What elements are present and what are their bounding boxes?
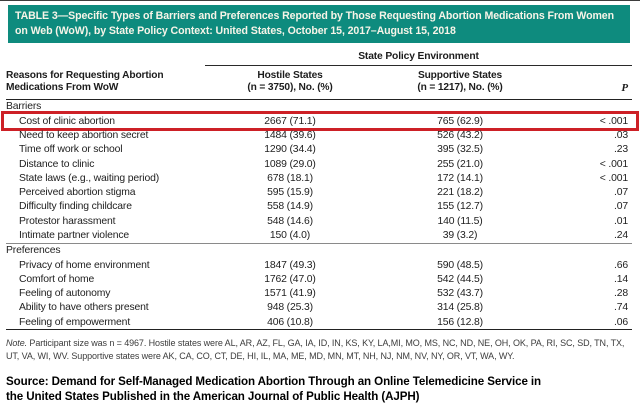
supportive-value: 221 (18.2) <box>437 187 483 199</box>
hostile-value: 678 (18.1) <box>267 172 313 184</box>
table-row: Ability to have others present 948 (25.3)… <box>6 301 632 315</box>
row-label: Perceived abortion stigma <box>19 187 136 199</box>
section-header-barriers: Barriers <box>6 100 632 114</box>
supportive-value: 156 (12.8) <box>437 316 483 328</box>
supportive-value: 39 (3.2) <box>442 230 478 241</box>
col-header-supportive-line1: Supportive States <box>417 70 503 82</box>
column-header-row: Reasons for Requesting Abortion Medicati… <box>6 66 632 100</box>
hostile-value: 2667 (71.1) <box>264 115 316 127</box>
hostile-value: 548 (14.6) <box>267 215 313 227</box>
table-row: Intimate partner violence 150 (4.0) 39 (3.… <box>6 228 632 242</box>
p-value: .14 <box>614 273 628 285</box>
row-label: State laws (e.g., waiting period) <box>19 172 160 184</box>
section-header-preferences: Preferences <box>6 242 632 258</box>
row-label: Cost of clinic abortion <box>19 115 115 127</box>
p-value: .01 <box>614 215 628 227</box>
table-row: Need to keep abortion secret 1484 (39.6) 5… <box>6 128 632 142</box>
row-label: Need to keep abortion secret <box>19 129 149 141</box>
table-row: State laws (e.g., waiting period) 678 (18… <box>6 171 632 185</box>
section-label: Preferences <box>6 245 61 257</box>
col-header-supportive-line2: (n = 1217), No. (%) <box>417 82 503 94</box>
p-value: .24 <box>614 230 628 241</box>
table-row: Perceived abortion stigma 595 (15.9) 221 (… <box>6 185 632 199</box>
supportive-value: 155 (12.7) <box>437 201 483 213</box>
row-label: Feeling of autonomy <box>19 288 111 300</box>
hostile-value: 948 (25.3) <box>267 302 313 314</box>
p-value: .23 <box>614 144 628 156</box>
p-value: .03 <box>614 129 628 141</box>
section-label: Barriers <box>6 101 42 113</box>
table-row: Distance to clinic 1089 (29.0) 255 (21.0) <… <box>6 157 632 171</box>
row-label: Protestor harassment <box>19 215 116 227</box>
hostile-value: 1089 (29.0) <box>264 158 316 170</box>
table-note: Note. Participant size was n = 4967. Hos… <box>6 337 632 362</box>
col-header-hostile: Hostile States (n = 3750), No. (%) <box>205 70 375 94</box>
table-title: TABLE 3—Specific Types of Barriers and P… <box>8 5 630 44</box>
table-row: Time off work or school 1290 (34.4) 395 (3… <box>6 143 632 157</box>
table-row: Feeling of autonomy 1571 (41.9) 532 (43.7)… <box>6 287 632 301</box>
p-value: < .001 <box>599 158 628 170</box>
table-row: Difficulty finding childcare 558 (14.9) 15… <box>6 200 632 214</box>
note-text: Participant size was n = 4967. Hostile s… <box>6 338 625 361</box>
row-label: Distance to clinic <box>19 158 95 170</box>
col-header-reasons-line1: Reasons for Requesting Abortion <box>6 70 164 82</box>
hostile-value: 406 (10.8) <box>267 316 313 328</box>
row-label: Intimate partner violence <box>19 230 130 241</box>
table-row: Cost of clinic abortion 2667 (71.1) 765 (6… <box>1 111 639 131</box>
p-value: .28 <box>614 288 628 300</box>
row-label: Comfort of home <box>19 273 95 285</box>
row-label: Privacy of home environment <box>19 259 150 271</box>
table-row: Protestor harassment 548 (14.6) 140 (11.5)… <box>6 214 632 228</box>
row-label: Difficulty finding childcare <box>19 201 132 213</box>
p-value: < .001 <box>599 115 628 127</box>
source-text: Source: Demand for Self-Managed Medicati… <box>6 375 542 404</box>
hostile-value: 558 (14.9) <box>267 201 313 213</box>
col-header-supportive: Supportive States (n = 1217), No. (%) <box>375 70 545 94</box>
row-label: Feeling of empowerment <box>19 316 131 328</box>
hostile-value: 1484 (39.6) <box>264 129 316 141</box>
p-value: .06 <box>614 316 628 328</box>
col-header-reasons: Reasons for Requesting Abortion Medicati… <box>6 70 205 94</box>
table-body: Barriers Cost of clinic abortion 2667 (71.… <box>1 100 639 331</box>
table: State Policy Environment Reasons for Req… <box>1 43 639 331</box>
hostile-value: 1571 (41.9) <box>264 288 316 300</box>
hostile-value: 1290 (34.4) <box>264 144 316 156</box>
hostile-value: 1762 (47.0) <box>264 273 316 285</box>
supportive-value: 140 (11.5) <box>437 215 483 227</box>
table-row: Comfort of home 1762 (47.0) 542 (44.5) .14 <box>6 272 632 286</box>
col-header-p: P <box>621 81 628 94</box>
supportive-value: 526 (43.2) <box>437 129 483 141</box>
supportive-value: 314 (25.8) <box>437 302 483 314</box>
supportive-value: 765 (62.9) <box>437 115 483 127</box>
p-value: .66 <box>614 259 628 271</box>
supportive-value: 542 (44.5) <box>437 273 483 285</box>
p-value: .74 <box>614 302 628 314</box>
p-value: .07 <box>614 187 628 199</box>
supportive-value: 172 (14.1) <box>437 172 483 184</box>
row-label: Time off work or school <box>19 144 123 156</box>
table-row: Privacy of home environment 1847 (49.3) 59… <box>6 258 632 272</box>
top-rule-divider <box>0 0 640 1</box>
note-prefix: Note. <box>6 338 28 349</box>
supportive-value: 255 (21.0) <box>437 158 483 170</box>
hostile-value: 595 (15.9) <box>267 187 313 199</box>
spanner-header: State Policy Environment <box>205 43 632 67</box>
row-label: Ability to have others present <box>19 302 149 314</box>
supportive-value: 532 (43.7) <box>437 288 483 300</box>
supportive-value: 590 (48.5) <box>437 259 483 271</box>
hostile-value: 1847 (49.3) <box>264 259 316 271</box>
table-row: Feeling of empowerment 406 (10.8) 156 (12.… <box>6 315 632 329</box>
p-value: < .001 <box>599 172 628 184</box>
col-header-hostile-line1: Hostile States <box>257 70 323 82</box>
hostile-value: 150 (4.0) <box>269 230 311 241</box>
p-value: .07 <box>614 201 628 213</box>
col-header-hostile-line2: (n = 3750), No. (%) <box>247 82 333 94</box>
supportive-value: 395 (32.5) <box>437 144 483 156</box>
col-header-reasons-line2: Medications From WoW <box>6 82 119 94</box>
